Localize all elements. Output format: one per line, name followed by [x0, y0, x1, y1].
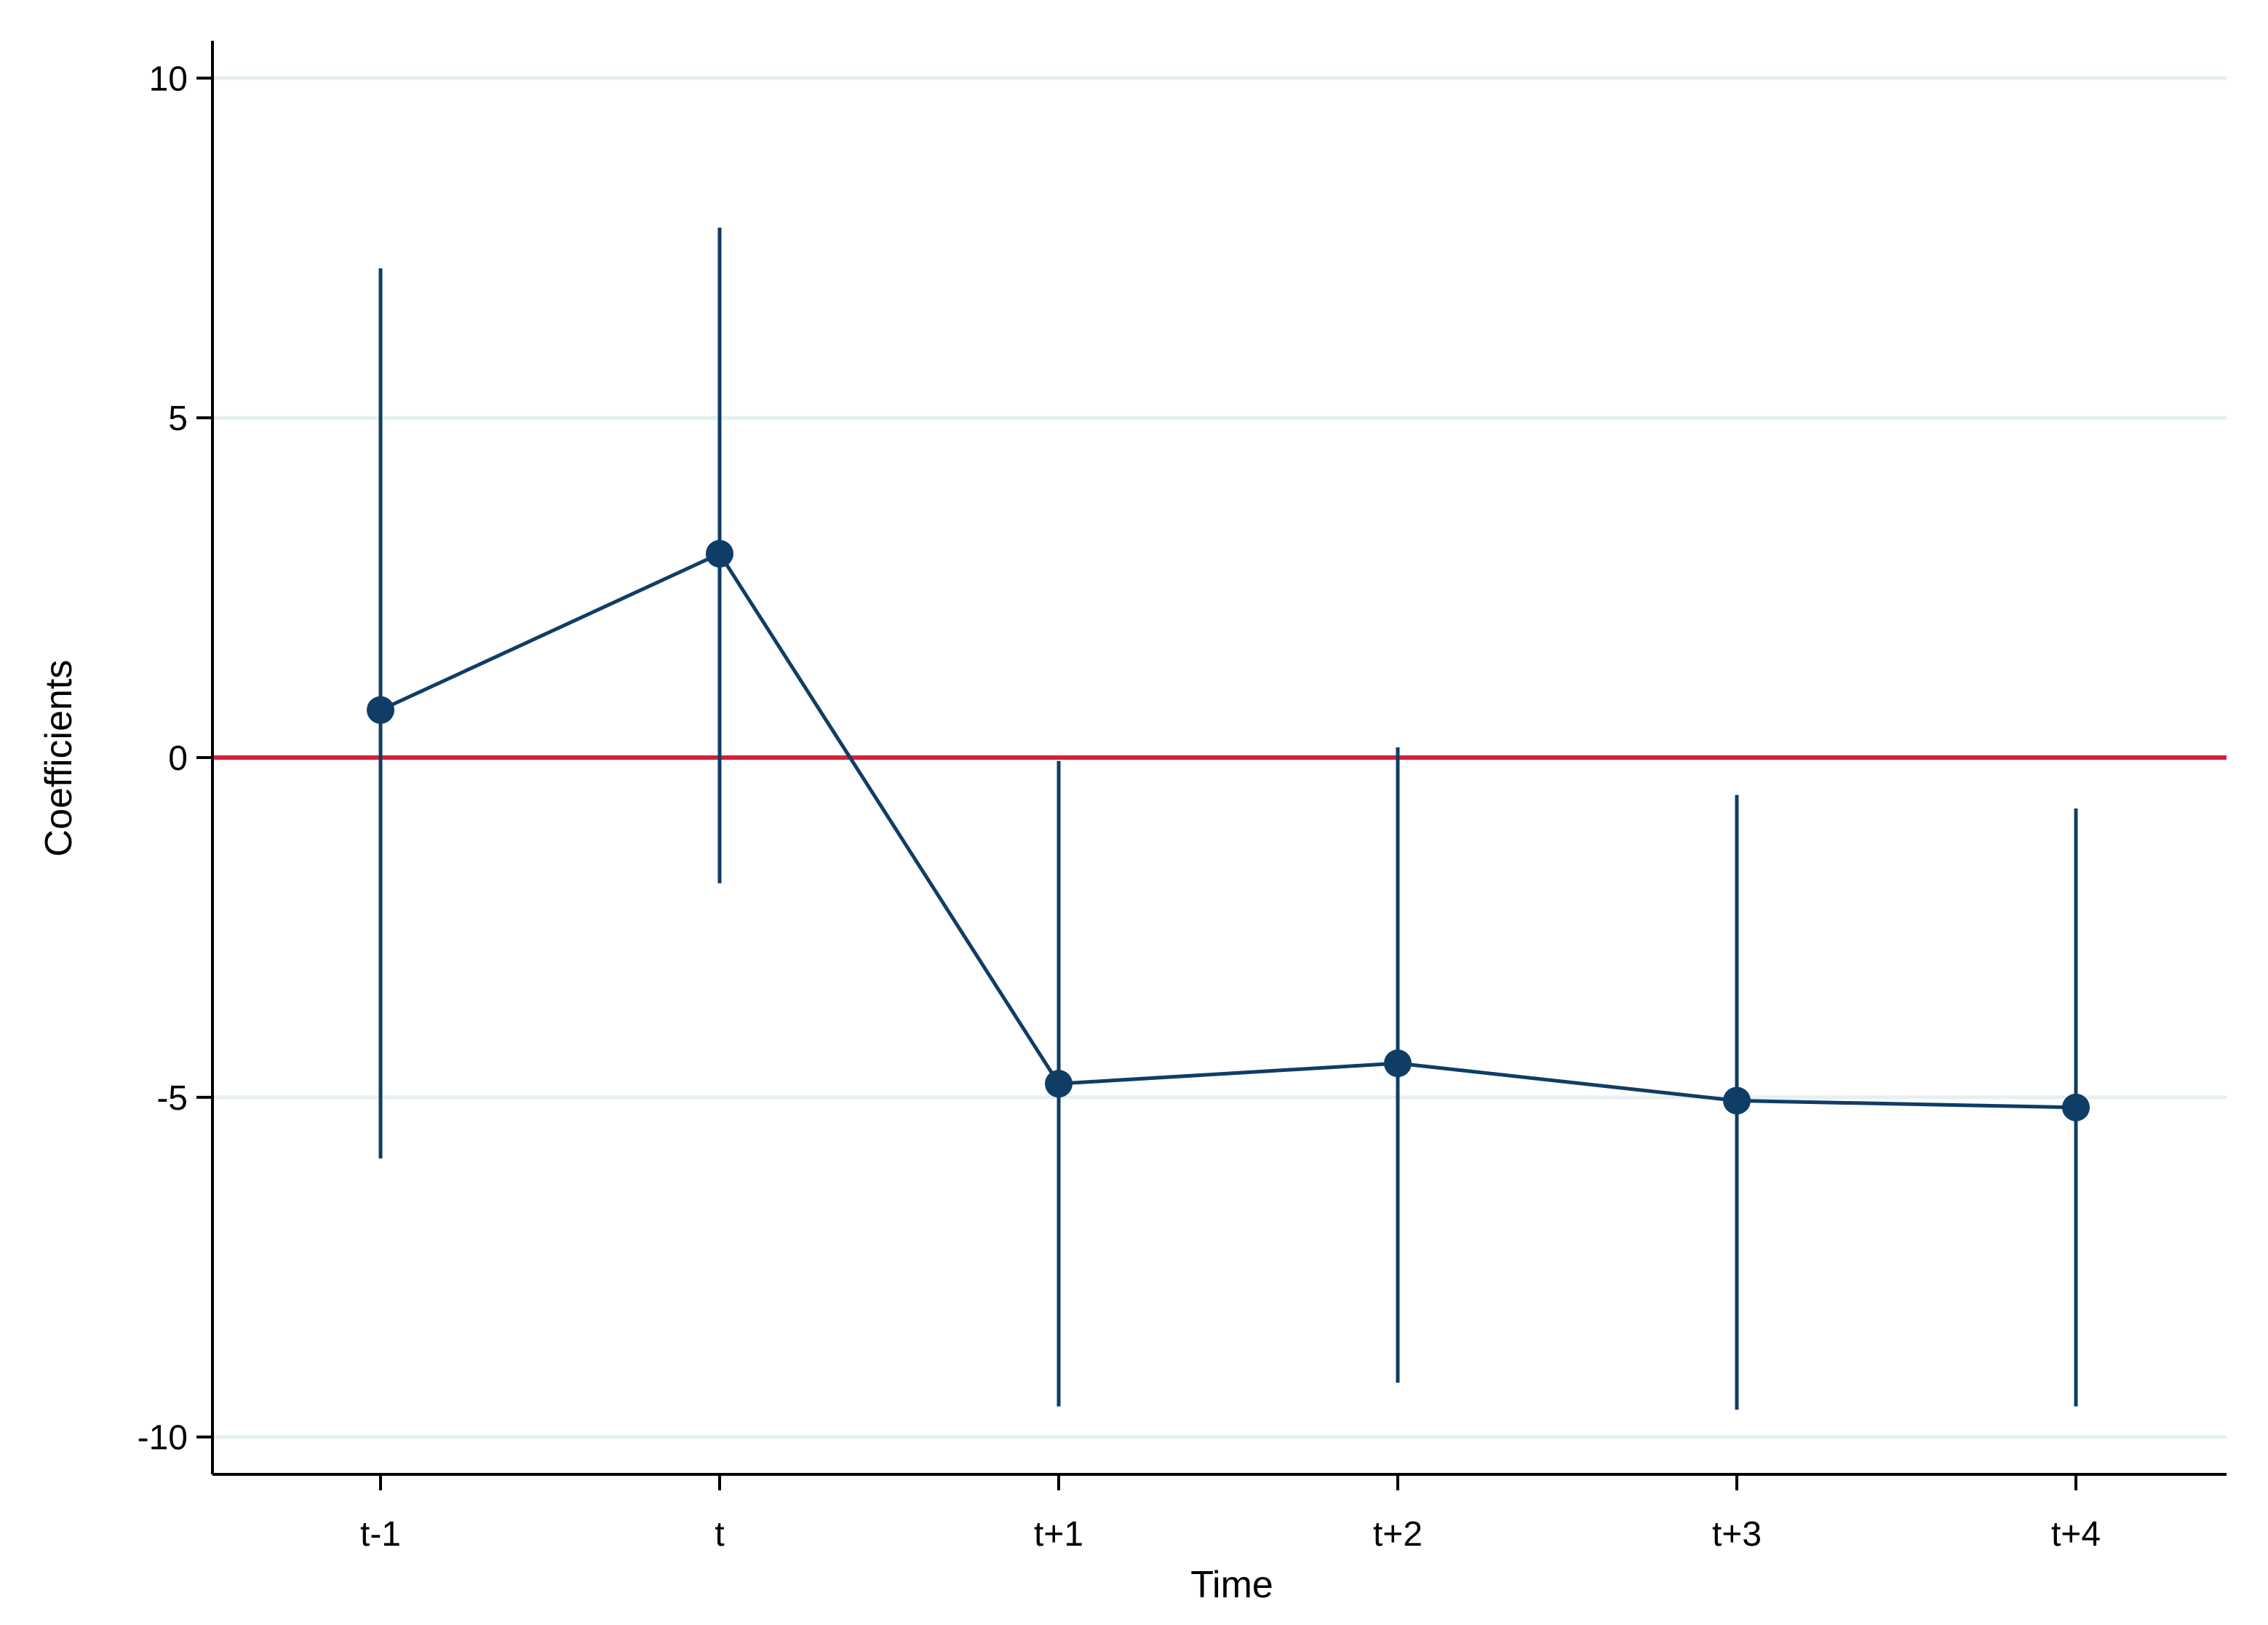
tick-labels: 10 5 0 -5 -10 t-1 t t+1 t+2 t+3 t+4 [138, 60, 2101, 1554]
data-point-t+1 [1045, 1070, 1073, 1098]
data-point-t+3 [1723, 1086, 1751, 1115]
x-tick-label: t+3 [1712, 1515, 1762, 1554]
y-tick-label: 0 [168, 739, 188, 778]
gridlines [214, 76, 2227, 1439]
axes [196, 41, 2227, 1490]
series-line [379, 552, 2077, 1110]
y-axis-title: Coefficients [38, 660, 80, 857]
y-tick-label: 5 [168, 400, 188, 438]
data-point-t+4 [2062, 1093, 2090, 1121]
x-tick-label: t+2 [1373, 1515, 1423, 1554]
y-tick-label: -5 [156, 1079, 188, 1118]
x-tick-label: t+1 [1034, 1515, 1083, 1554]
coefficient-series [367, 539, 2090, 1121]
data-point-t [706, 539, 733, 568]
x-tick-label: t [715, 1515, 724, 1554]
y-tick-label: -10 [138, 1419, 188, 1458]
data-point-t+2 [1384, 1049, 1412, 1078]
x-axis-title: Time [1190, 1564, 1273, 1606]
x-tick-label: t+4 [2051, 1515, 2101, 1554]
y-tick-label: 10 [149, 60, 188, 98]
x-tick-label: t-1 [360, 1515, 401, 1554]
data-point-t-1 [367, 696, 394, 724]
